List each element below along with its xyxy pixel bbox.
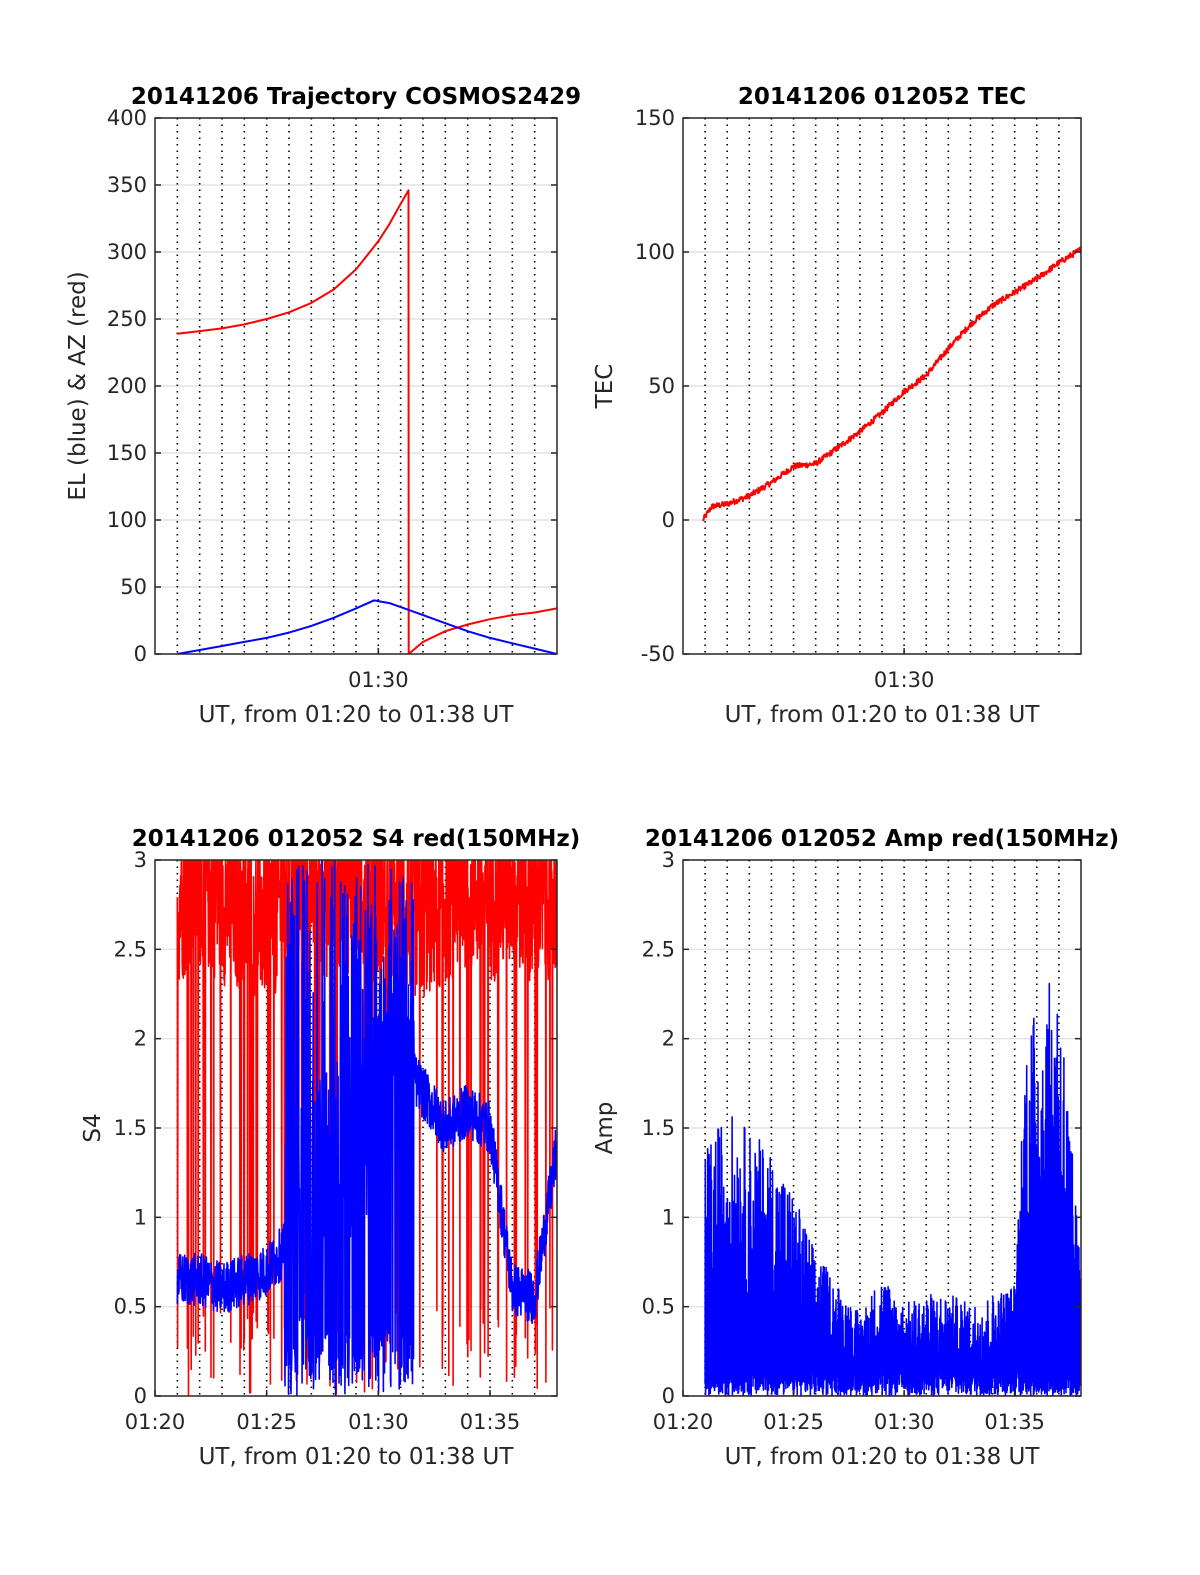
plot-area	[176, 860, 557, 1396]
y-axis-label: EL (blue) & AZ (red)	[65, 271, 91, 500]
ytick-label: 1	[134, 1205, 147, 1229]
y-axis-label: TEC	[592, 364, 618, 410]
xtick-label: 01:25	[236, 1410, 297, 1434]
ytick-label: 2	[662, 1027, 675, 1051]
chart-s4: 0 0.5 1 1.5 2 2.5 3 01:20 01:25 01:30 01:35 2014120…	[80, 826, 581, 1470]
ytick-label: 1.5	[642, 1116, 675, 1140]
series-line-red	[701, 246, 1081, 522]
ytick-label: 1.5	[114, 1116, 147, 1140]
ytick-label: 2.5	[114, 937, 147, 961]
xtick-label: 01:30	[874, 1410, 935, 1434]
ytick-label: 250	[107, 307, 147, 331]
x-axis-label: UT, from 01:20 to 01:38 UT	[199, 1444, 515, 1470]
x-axis-label: UT, from 01:20 to 01:38 UT	[199, 702, 515, 728]
series-line-blue	[704, 982, 1081, 1396]
x-axis-label: UT, from 01:20 to 01:38 UT	[725, 1444, 1041, 1470]
ytick-label: 400	[107, 106, 147, 130]
chart-title: 20141206 Trajectory COSMOS2429	[131, 84, 581, 110]
ytick-label: 300	[107, 240, 147, 264]
series-line-red	[177, 189, 557, 654]
xtick-label: 01:30	[874, 668, 935, 692]
ytick-label: 200	[107, 374, 147, 398]
ytick-label: 100	[635, 240, 675, 264]
ytick-label: 150	[635, 106, 675, 130]
chart-tec: -50 0 50 100 150 01:30 20141206 012052 TEC UT, …	[592, 84, 1082, 728]
ytick-label: 1	[662, 1205, 675, 1229]
ytick-label: 0	[662, 508, 675, 532]
xtick-label: 01:35	[984, 1410, 1045, 1434]
plot-area	[701, 246, 1081, 522]
ytick-label: 50	[648, 374, 675, 398]
ytick-label: 0	[134, 642, 147, 666]
ytick-label: 0	[662, 1384, 675, 1408]
ytick-label: 3	[662, 848, 675, 872]
chart-trajectory: 0 50 100 150 200 250 300 350 400 01:30 20141206 Tr…	[65, 84, 581, 728]
series-line-blue	[177, 599, 557, 654]
xtick-label: 01:35	[460, 1410, 521, 1434]
ytick-label: 0	[134, 1384, 147, 1408]
ytick-label: 350	[107, 173, 147, 197]
chart-title: 20141206 012052 TEC	[738, 84, 1026, 110]
xtick-label: 01:25	[763, 1410, 824, 1434]
xtick-label: 01:20	[125, 1410, 186, 1434]
ytick-label: 3	[134, 848, 147, 872]
xtick-label: 01:30	[348, 1410, 409, 1434]
chart-title: 20141206 012052 S4 red(150MHz)	[132, 826, 581, 852]
ytick-label: 2.5	[642, 937, 675, 961]
plot-area	[177, 189, 557, 654]
y-axis-label: S4	[80, 1113, 106, 1142]
ytick-label: 100	[107, 508, 147, 532]
xtick-label: 01:20	[653, 1410, 714, 1434]
ytick-label: 0.5	[114, 1295, 147, 1319]
ytick-label: 0.5	[642, 1295, 675, 1319]
chart-amp: 0 0.5 1 1.5 2 2.5 3 01:20 01:25 01:30 01:35 2014120…	[592, 826, 1119, 1470]
ytick-label: 2	[134, 1027, 147, 1051]
ytick-label: 50	[120, 575, 147, 599]
ytick-label: 150	[107, 441, 147, 465]
ytick-label: -50	[641, 642, 675, 666]
xtick-label: 01:30	[348, 668, 409, 692]
plot-area	[704, 982, 1081, 1396]
series-line-blue	[176, 860, 557, 1396]
y-axis-label: Amp	[592, 1102, 618, 1155]
x-axis-label: UT, from 01:20 to 01:38 UT	[725, 702, 1041, 728]
chart-title: 20141206 012052 Amp red(150MHz)	[645, 826, 1119, 852]
